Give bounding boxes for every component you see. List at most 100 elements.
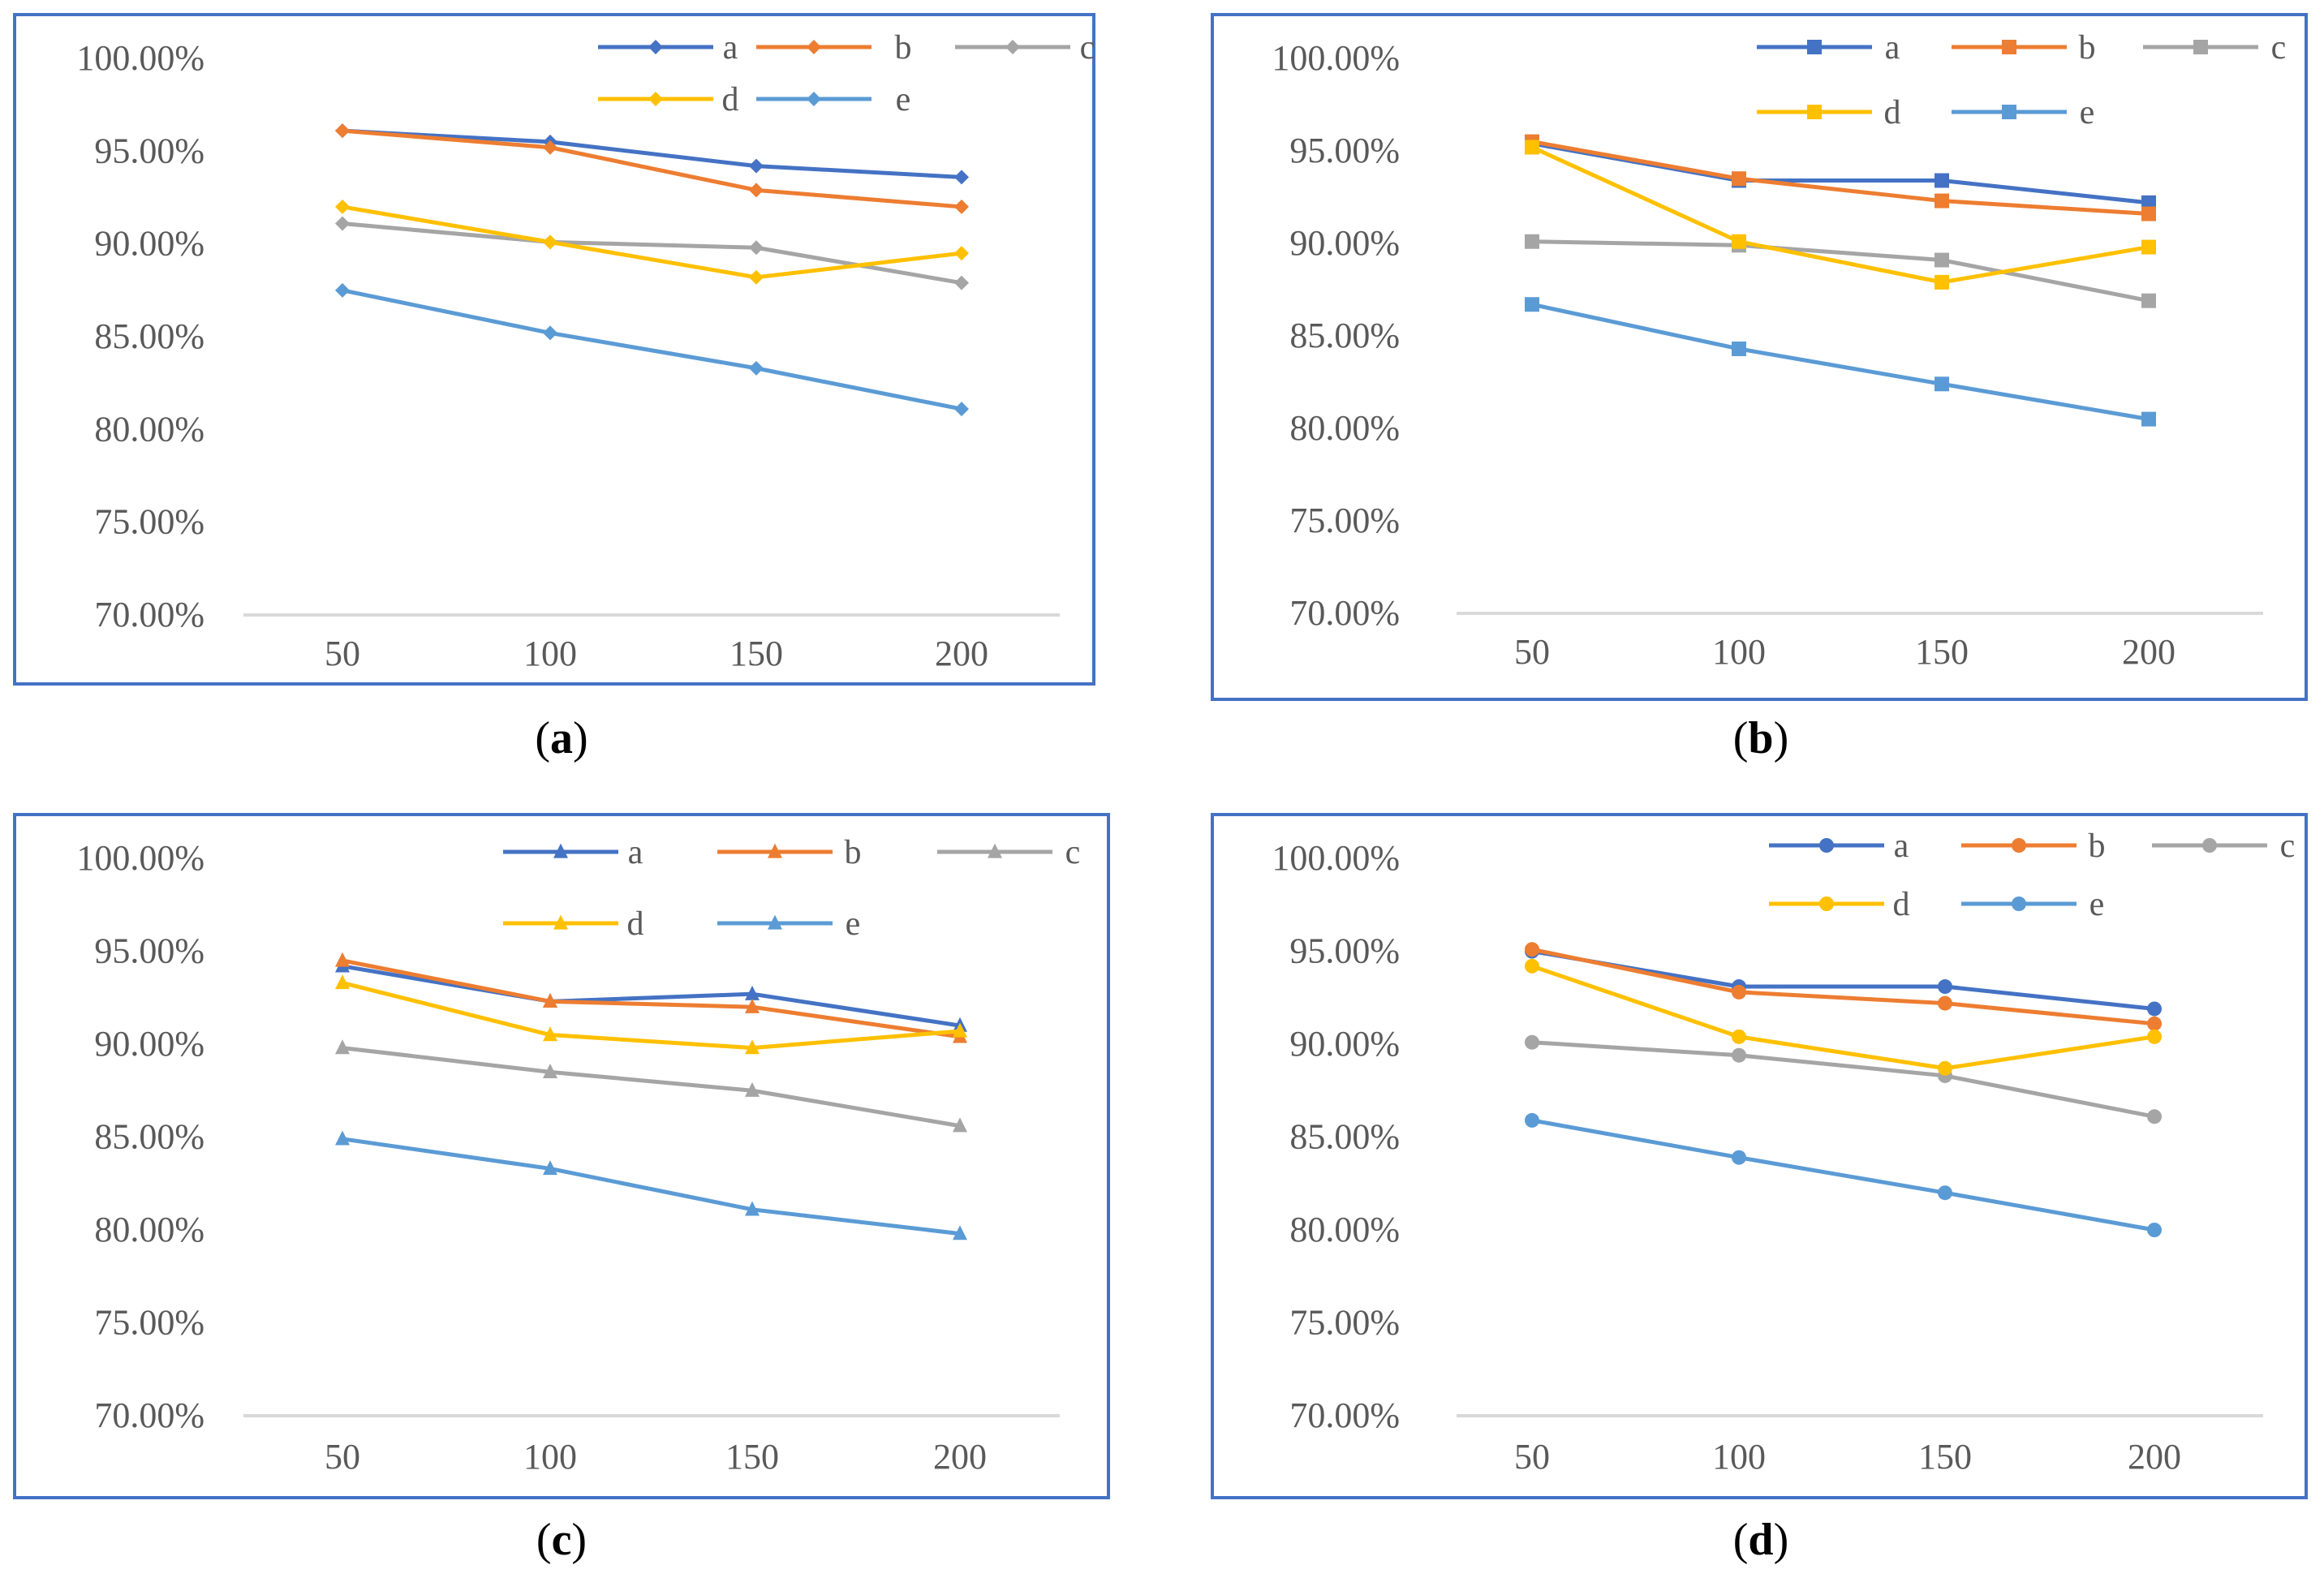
legend-marker — [648, 92, 663, 106]
legend-marker — [768, 843, 782, 858]
data-point-e — [1525, 1112, 1539, 1128]
legend-marker — [807, 40, 821, 54]
data-point-c — [335, 216, 350, 231]
data-point-e — [543, 325, 557, 341]
data-point-a — [749, 158, 764, 174]
legend-marker — [988, 843, 1002, 858]
legend-label: c — [2280, 828, 2296, 865]
chart-frame — [1211, 13, 2308, 701]
series-line-d — [340, 980, 962, 1051]
y-tick-label: 85.00% — [94, 1117, 204, 1157]
data-point-c — [1525, 1034, 1539, 1050]
legend-label: b — [2079, 29, 2096, 67]
legend-marker — [2202, 838, 2217, 853]
data-point-d — [1525, 958, 1539, 974]
legend-item-a: a — [598, 29, 738, 67]
legend-label: e — [896, 81, 911, 118]
data-point-c — [2147, 1109, 2162, 1124]
legend-item-d: d — [598, 81, 739, 118]
legend-label: a — [723, 29, 738, 67]
data-point-a — [1935, 173, 1949, 188]
data-point-b — [2147, 1016, 2162, 1031]
series-line-e — [1530, 1118, 2157, 1232]
data-point-b — [954, 199, 969, 214]
data-point-b — [1732, 171, 1746, 187]
data-point-d — [745, 1039, 760, 1055]
series-line-c — [340, 1046, 962, 1129]
data-point-e — [1732, 341, 1746, 356]
data-point-d — [1732, 1029, 1746, 1044]
y-tick-label: 95.00% — [94, 131, 204, 170]
y-tick-label: 95.00% — [1289, 931, 1400, 971]
y-tick-label: 75.00% — [1289, 1303, 1400, 1343]
data-point-d — [749, 269, 764, 285]
data-point-b — [745, 998, 760, 1013]
legend-marker — [1807, 40, 1822, 54]
y-tick-label: 70.00% — [94, 595, 204, 634]
chart-panel-a: 70.00% 75.00% 80.00% 85.00% 90.00% 95.00% 100.… — [13, 13, 1095, 686]
legend-label: d — [627, 905, 644, 943]
legend-label: c — [2271, 29, 2287, 67]
data-point-e — [749, 360, 764, 376]
legend-marker — [1819, 896, 1834, 911]
legend-item-c: c — [2143, 29, 2286, 67]
data-point-b — [335, 123, 350, 139]
data-point-e — [2141, 411, 2156, 427]
series-line-b — [340, 958, 962, 1039]
legend-marker — [807, 92, 821, 106]
chart-caption: (c) — [536, 1515, 587, 1565]
y-tick-label: 90.00% — [94, 1024, 204, 1064]
data-point-e — [953, 1225, 967, 1240]
x-tick-label: 50 — [1514, 1437, 1550, 1477]
chart-caption: (a) — [535, 713, 587, 763]
data-point-c — [954, 275, 969, 290]
y-tick-label: 90.00% — [94, 224, 204, 264]
data-point-b — [1935, 193, 1949, 209]
y-tick-label: 85.00% — [1289, 1117, 1400, 1157]
data-point-c — [1525, 234, 1539, 249]
data-point-c — [2141, 293, 2156, 308]
legend-label: e — [2080, 94, 2095, 131]
legend-item-c: c — [937, 834, 1080, 871]
y-tick-label: 70.00% — [1289, 1395, 1400, 1435]
legend-item-c: c — [955, 29, 1095, 67]
legend-marker — [768, 914, 782, 930]
series-line-e — [340, 288, 964, 411]
series-line-d — [1530, 144, 2151, 285]
series-line-e — [1530, 302, 2151, 422]
chart-panel-c: 70.00% 75.00% 80.00% 85.00% 90.00% 95.00% 100.… — [13, 813, 1110, 1499]
y-tick-label: 75.00% — [94, 1303, 204, 1343]
data-point-e — [335, 1130, 350, 1146]
data-point-c — [749, 240, 764, 256]
x-tick-label: 100 — [1712, 1437, 1766, 1477]
data-point-e — [2147, 1223, 2162, 1237]
y-tick-label: 95.00% — [1289, 131, 1400, 170]
data-point-d — [1935, 274, 1949, 290]
data-point-b — [749, 183, 764, 198]
data-point-e — [543, 1160, 557, 1176]
data-point-b — [543, 992, 557, 1008]
data-point-d — [2141, 239, 2156, 255]
legend-label: d — [722, 81, 739, 118]
data-point-c — [745, 1081, 760, 1097]
data-point-a — [954, 170, 969, 185]
data-point-e — [1525, 297, 1539, 312]
x-tick-label: 50 — [325, 1437, 360, 1477]
data-point-e — [745, 1201, 760, 1216]
data-point-d — [953, 1022, 967, 1038]
data-point-c — [335, 1039, 350, 1055]
legend-item-a: a — [1757, 29, 1900, 67]
y-tick-label: 80.00% — [94, 409, 204, 449]
legend-item-d: d — [503, 905, 644, 943]
y-tick-label: 80.00% — [1289, 1210, 1400, 1249]
y-tick-label: 80.00% — [1289, 408, 1400, 448]
series-line-b — [1530, 947, 2157, 1026]
x-tick-label: 50 — [325, 634, 360, 673]
x-tick-label: 100 — [523, 1437, 577, 1477]
y-tick-label: 85.00% — [1289, 316, 1400, 355]
data-point-a — [2141, 195, 2156, 210]
data-point-e — [1732, 1150, 1746, 1165]
series-line-b — [1530, 140, 2151, 217]
series-line-c — [1530, 239, 2151, 303]
